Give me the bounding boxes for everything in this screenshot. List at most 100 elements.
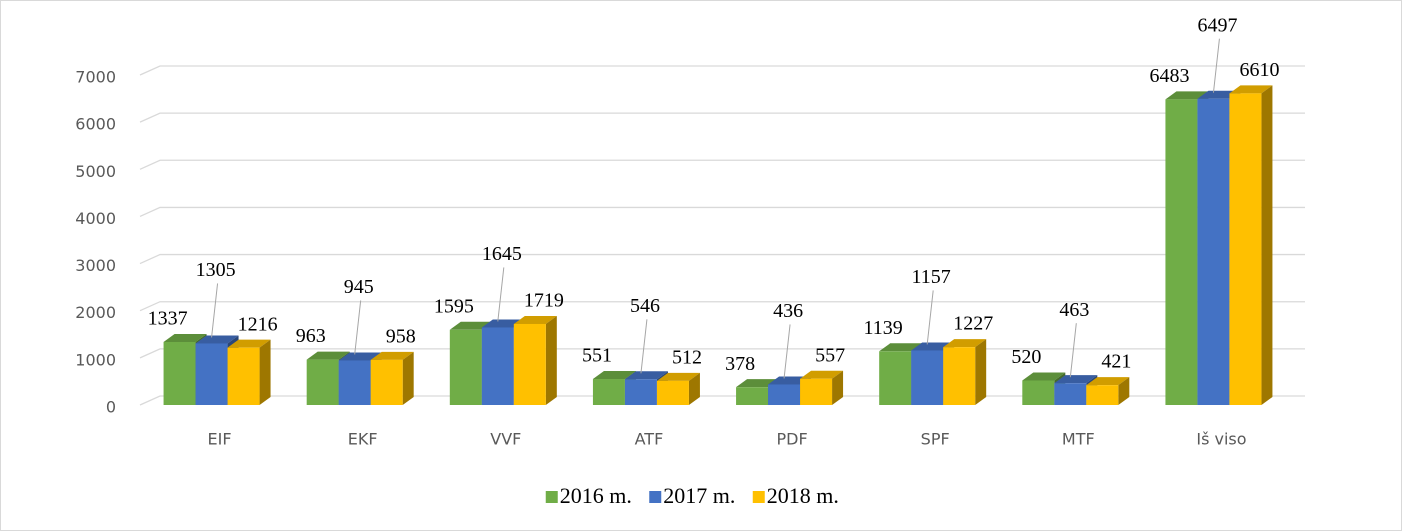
data-label: 963 <box>296 325 326 347</box>
bar-top <box>1086 377 1130 386</box>
data-label: 512 <box>672 346 702 368</box>
y-tick-label: 3000 <box>75 256 116 275</box>
bar-top <box>624 371 668 380</box>
bar <box>911 350 944 405</box>
bar <box>513 323 546 405</box>
leader-line <box>1069 323 1077 378</box>
x-tick-label: PDF <box>776 430 807 449</box>
legend-label: 2016 m. <box>560 483 632 508</box>
bar <box>879 351 912 405</box>
data-label: 945 <box>344 276 374 298</box>
bar-top <box>163 333 207 342</box>
y-tick-label: 7000 <box>75 68 116 87</box>
data-label: 1337 <box>148 308 188 330</box>
data-label: 1305 <box>196 259 236 281</box>
leader-line <box>354 300 362 355</box>
bar-top <box>800 370 844 379</box>
bar <box>624 379 657 405</box>
bar <box>195 343 228 405</box>
leader-line <box>1212 38 1220 93</box>
bar-side <box>259 339 271 405</box>
bar <box>768 384 801 405</box>
bar-top <box>1022 372 1066 381</box>
x-tick-label: VVF <box>490 430 521 449</box>
y-tick-label: 1000 <box>75 350 116 369</box>
y-tick-label: 2000 <box>75 303 116 322</box>
bar-top <box>1165 91 1209 100</box>
x-tick-label: EKF <box>348 430 378 449</box>
data-label: 546 <box>630 295 660 317</box>
y-tick-label: 4000 <box>75 209 116 228</box>
grid-line <box>139 112 1305 123</box>
data-label: 436 <box>773 300 803 322</box>
bar-top <box>943 339 987 348</box>
leader-line <box>497 267 505 322</box>
grid-line <box>139 206 1305 218</box>
bar <box>338 360 371 405</box>
bar-side <box>402 351 414 405</box>
bar-side <box>975 339 987 405</box>
leader-line <box>926 290 934 345</box>
data-label: 520 <box>1011 346 1041 368</box>
data-label: 1157 <box>912 266 951 288</box>
grid-line <box>139 301 1305 312</box>
y-tick-label: 0 <box>106 398 116 417</box>
bar <box>1086 385 1119 405</box>
bar-side <box>688 372 700 405</box>
x-tick-label: MTF <box>1062 430 1095 449</box>
bar <box>1229 93 1262 405</box>
y-tick-label: 6000 <box>75 115 116 134</box>
grid-line <box>139 253 1305 265</box>
bar <box>1165 99 1198 405</box>
bar <box>449 329 482 405</box>
bar <box>163 341 196 405</box>
data-label: 557 <box>815 344 845 366</box>
grid-line <box>139 159 1305 170</box>
bar <box>481 327 514 405</box>
data-label: 551 <box>582 345 612 367</box>
legend-swatch <box>649 491 662 503</box>
bar-top <box>513 315 557 324</box>
grid-line <box>139 65 1305 76</box>
bar-top <box>227 339 271 348</box>
data-label: 1595 <box>434 295 474 317</box>
data-label: 1216 <box>238 313 278 335</box>
leader-line <box>640 319 648 374</box>
data-label: 6610 <box>1239 59 1279 81</box>
bar <box>656 380 689 405</box>
legend-swatch <box>752 491 765 503</box>
data-label: 958 <box>386 325 416 347</box>
y-tick-label: 5000 <box>75 162 116 181</box>
x-tick-label: ATF <box>635 430 664 449</box>
bar-side <box>832 370 844 405</box>
bar-top <box>879 343 923 352</box>
bar <box>227 347 260 405</box>
bar <box>1022 380 1055 405</box>
bar <box>370 359 403 405</box>
data-label: 463 <box>1059 299 1089 321</box>
bar <box>1054 383 1087 405</box>
x-tick-label: EIF <box>208 430 232 449</box>
data-label: 6497 <box>1197 14 1237 36</box>
bar-top <box>306 351 350 360</box>
data-label: 6483 <box>1149 65 1189 87</box>
leader-line <box>211 283 219 338</box>
bar-top <box>592 371 636 380</box>
data-label: 1719 <box>524 290 564 312</box>
bar-top <box>195 335 239 344</box>
legend-label: 2017 m. <box>663 483 735 508</box>
bar-top <box>1229 85 1273 94</box>
bar <box>1197 98 1230 405</box>
data-label: 421 <box>1101 351 1131 373</box>
bar <box>306 359 339 405</box>
x-tick-label: Iš viso <box>1196 430 1246 449</box>
bar-side <box>1118 377 1130 405</box>
x-tick-label: SPF <box>921 430 950 449</box>
bar-top <box>656 372 700 381</box>
bar <box>800 378 833 405</box>
data-label: 1139 <box>864 317 903 339</box>
data-label: 1645 <box>482 243 522 265</box>
bar <box>592 379 625 405</box>
bar-side <box>1261 85 1273 405</box>
